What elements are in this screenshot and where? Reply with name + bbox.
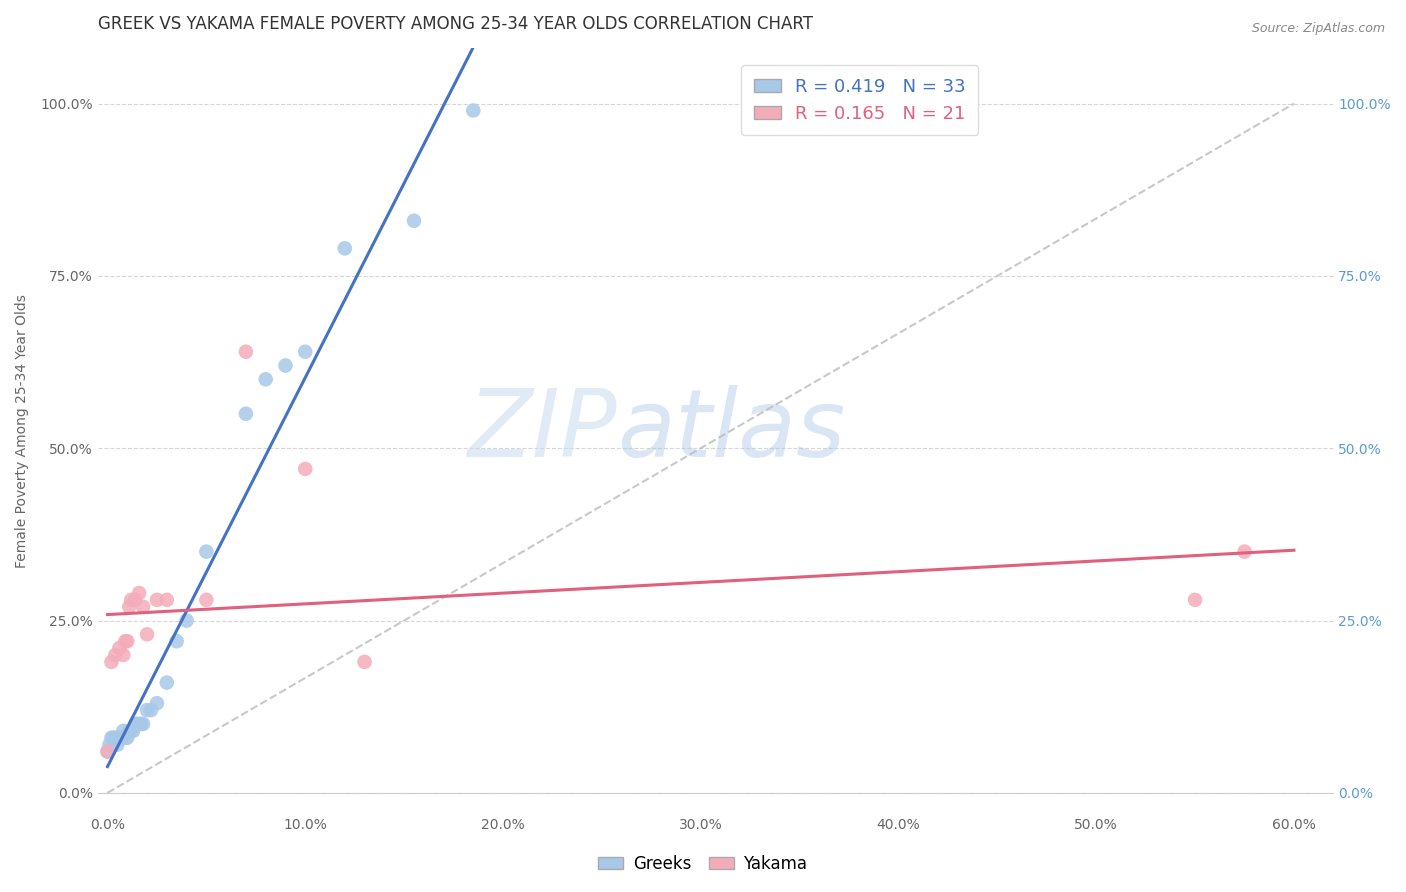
- Point: [120, 723, 142, 738]
- Point: [122, 723, 145, 738]
- Point: [128, 586, 150, 600]
- Point: [104, 731, 127, 745]
- Text: GREEK VS YAKAMA FEMALE POVERTY AMONG 25-34 YEAR OLDS CORRELATION CHART: GREEK VS YAKAMA FEMALE POVERTY AMONG 25-…: [97, 15, 813, 33]
- Point: [108, 641, 131, 656]
- Point: [132, 599, 155, 614]
- Point: [136, 703, 159, 717]
- Point: [98, 738, 121, 752]
- Point: [139, 703, 162, 717]
- Point: [136, 627, 159, 641]
- Point: [1233, 544, 1256, 558]
- Point: [117, 731, 139, 745]
- Point: [146, 592, 169, 607]
- Point: [104, 648, 127, 662]
- Point: [114, 634, 136, 648]
- Point: [254, 372, 277, 386]
- Point: [127, 717, 149, 731]
- Point: [156, 592, 179, 607]
- Point: [402, 213, 425, 227]
- Point: [114, 731, 136, 745]
- Point: [108, 731, 131, 745]
- Point: [333, 241, 356, 255]
- Point: [100, 655, 122, 669]
- Point: [353, 655, 375, 669]
- Point: [118, 723, 141, 738]
- Point: [195, 544, 218, 558]
- Point: [463, 103, 485, 118]
- Point: [96, 744, 118, 758]
- Point: [294, 462, 316, 476]
- Point: [112, 723, 135, 738]
- Point: [1184, 592, 1206, 607]
- Text: ZIP: ZIP: [467, 385, 617, 476]
- Point: [124, 717, 146, 731]
- Text: Source: ZipAtlas.com: Source: ZipAtlas.com: [1251, 22, 1385, 36]
- Point: [112, 648, 135, 662]
- Point: [105, 738, 128, 752]
- Point: [118, 599, 141, 614]
- Legend: R = 0.419   N = 33, R = 0.165   N = 21: R = 0.419 N = 33, R = 0.165 N = 21: [741, 65, 979, 136]
- Point: [176, 614, 198, 628]
- Point: [96, 744, 118, 758]
- Y-axis label: Female Poverty Among 25-34 Year Olds: Female Poverty Among 25-34 Year Olds: [15, 294, 30, 568]
- Point: [235, 344, 257, 359]
- Point: [132, 717, 155, 731]
- Point: [117, 634, 139, 648]
- Point: [156, 675, 179, 690]
- Point: [100, 731, 122, 745]
- Point: [195, 592, 218, 607]
- Point: [235, 407, 257, 421]
- Point: [124, 592, 146, 607]
- Point: [129, 717, 152, 731]
- Point: [110, 731, 132, 745]
- Point: [103, 731, 125, 745]
- Point: [294, 344, 316, 359]
- Point: [128, 717, 150, 731]
- Legend: Greeks, Yakama: Greeks, Yakama: [592, 848, 814, 880]
- Point: [166, 634, 188, 648]
- Point: [120, 592, 142, 607]
- Point: [146, 696, 169, 710]
- Text: atlas: atlas: [617, 385, 845, 476]
- Point: [274, 359, 297, 373]
